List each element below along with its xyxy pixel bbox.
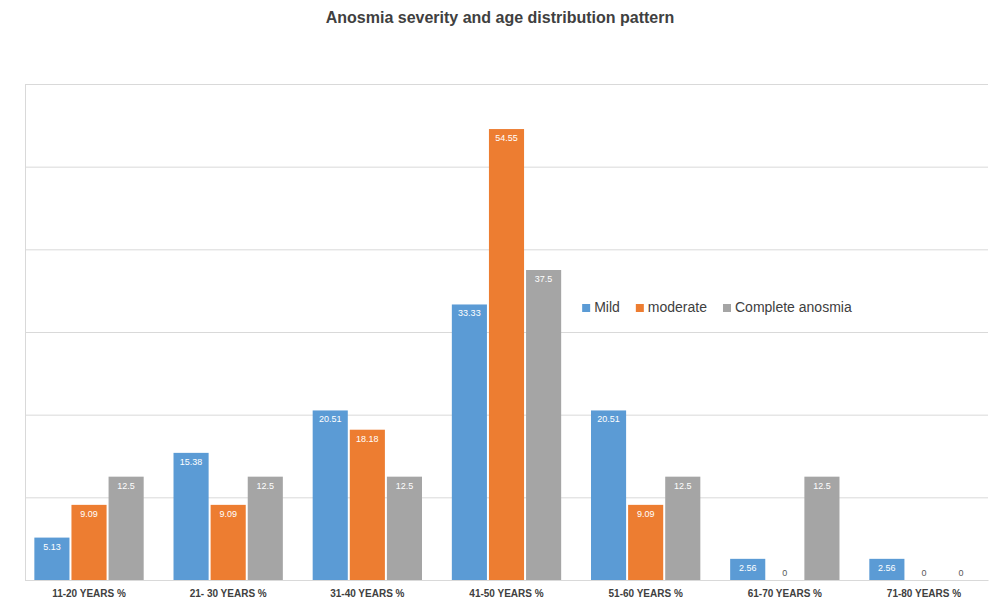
bar	[211, 505, 246, 580]
bar	[71, 505, 106, 580]
x-tick: 31-40 YEARS %	[330, 580, 404, 599]
bars	[34, 129, 904, 580]
data-label: 5.13	[43, 542, 61, 552]
data-label: 18.18	[356, 434, 379, 444]
bar	[767, 580, 802, 581]
plot: 5.13 15.38 20.51 33.33 20.51 2.56 2.56 9.09 9.09…	[25, 85, 989, 600]
x-tick: 21- 30 YEARS %	[190, 580, 267, 599]
bar	[34, 538, 69, 580]
data-label: 9.09	[80, 509, 98, 519]
grid-line	[25, 580, 988, 581]
data-label: 33.33	[458, 308, 481, 318]
bar	[869, 559, 904, 580]
legend-item: Complete anosmia	[723, 299, 852, 315]
data-label: 2.56	[878, 563, 896, 573]
data-label: 20.51	[319, 414, 342, 424]
data-label: 0	[959, 568, 964, 578]
bar	[526, 270, 561, 580]
bar	[248, 477, 283, 580]
data-label: 37.5	[535, 274, 553, 284]
chart: Anosmia severity and age distribution pa…	[0, 0, 1000, 606]
y-tick	[25, 580, 988, 581]
x-tick-label: 71-80 YEARS %	[887, 588, 961, 599]
data-label: 12.5	[257, 481, 275, 491]
bar	[387, 477, 422, 580]
title: Anosmia severity and age distribution pa…	[326, 9, 675, 26]
y-axis-line	[26, 85, 989, 581]
legend: Mild moderate Complete anosmia	[582, 299, 852, 315]
x-axis-line	[26, 580, 989, 581]
x-tick: 51-60 YEARS %	[609, 580, 683, 599]
x-tick-label: 51-60 YEARS %	[609, 588, 683, 599]
bar	[906, 580, 941, 581]
data-label: 12.5	[813, 481, 831, 491]
data-label: 54.55	[495, 133, 518, 143]
data-label: 12.5	[674, 481, 692, 491]
data-label: 9.09	[637, 509, 655, 519]
bar	[804, 477, 839, 580]
data-label: 2.56	[739, 563, 757, 573]
bar	[452, 304, 487, 580]
data-label: 12.5	[396, 481, 414, 491]
x-tick: 61-70 YEARS %	[748, 580, 822, 599]
legend-label: Complete anosmia	[735, 299, 852, 315]
data-label: 12.5	[117, 481, 135, 491]
data-label: 20.51	[597, 414, 620, 424]
legend-swatch	[636, 304, 644, 312]
data-label: 15.38	[180, 457, 203, 467]
bar	[174, 453, 209, 580]
legend-swatch	[723, 304, 731, 312]
bar	[591, 410, 626, 580]
x-tick: 11-20 YEARS %	[52, 580, 126, 599]
data-label: 0	[921, 568, 926, 578]
bar	[628, 505, 663, 580]
x-tick-label: 61-70 YEARS %	[748, 588, 822, 599]
data-label: 9.09	[219, 509, 237, 519]
legend-swatch	[582, 304, 590, 312]
grid-line	[25, 84, 988, 85]
x-tick-label: 41-50 YEARS %	[469, 588, 543, 599]
bar	[350, 430, 385, 580]
x-tick: 71-80 YEARS %	[887, 580, 961, 599]
x-tick-label: 11-20 YEARS %	[52, 588, 126, 599]
y-axis	[25, 85, 988, 581]
x-axis: 11-20 YEARS % 21- 30 YEARS % 31-40 YEARS %…	[26, 580, 989, 599]
x-tick: 41-50 YEARS %	[469, 580, 543, 599]
legend-item: moderate	[636, 299, 707, 315]
legend-label: moderate	[648, 299, 707, 315]
data-label: 0	[782, 568, 787, 578]
x-tick-label: 31-40 YEARS %	[330, 588, 404, 599]
x-tick-label: 21- 30 YEARS %	[190, 588, 267, 599]
bar	[313, 410, 348, 580]
legend-label: Mild	[594, 299, 620, 315]
bar	[665, 477, 700, 580]
bar	[489, 129, 524, 580]
bar	[944, 580, 979, 581]
y-tick	[25, 84, 988, 85]
bar	[730, 559, 765, 580]
bar	[109, 477, 144, 580]
legend-item: Mild	[582, 299, 620, 315]
data-labels: 5.13 15.38 20.51 33.33 20.51 2.56 2.56 9.09 9.09…	[43, 133, 963, 578]
